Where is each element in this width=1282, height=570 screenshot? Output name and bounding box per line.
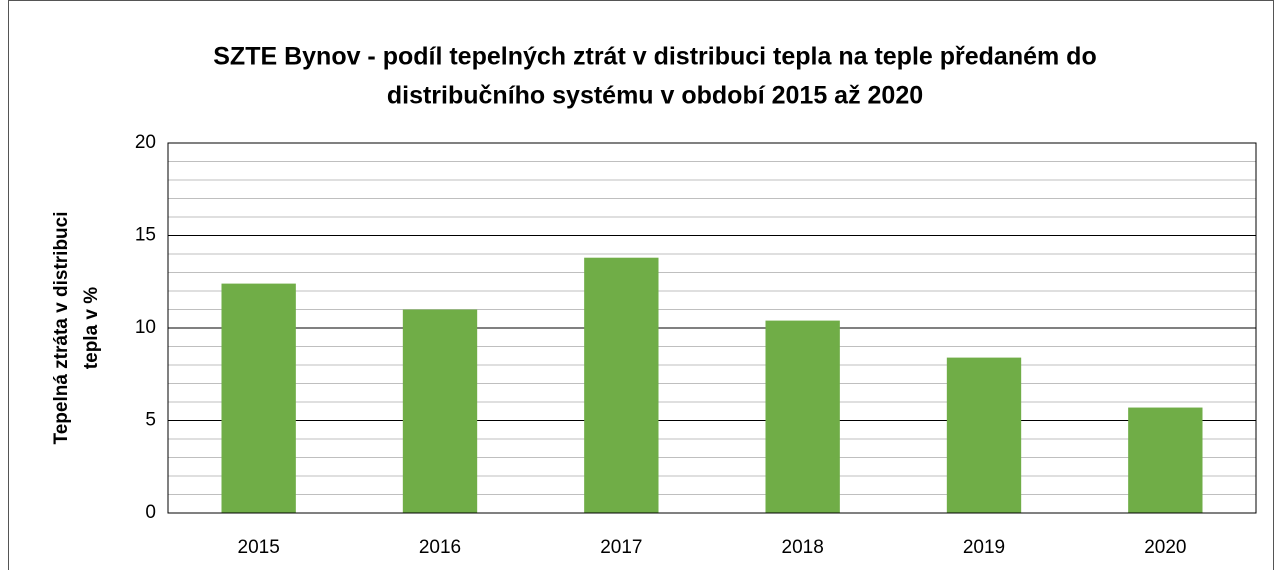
- bar: [402, 309, 478, 513]
- x-tick-label: 2020: [1144, 537, 1186, 558]
- chart-title: SZTE Bynov - podíl tepelných ztrát v dis…: [213, 43, 1096, 71]
- y-tick-label: 0: [145, 502, 156, 523]
- x-tick-label: 2016: [419, 537, 461, 558]
- x-tick-label: 2018: [782, 537, 824, 558]
- bar: [946, 357, 1022, 513]
- y-tick-label: 10: [135, 317, 156, 338]
- chart-title: distribučního systému v období 2015 až 2…: [387, 82, 923, 110]
- x-tick-label: 2015: [238, 537, 280, 558]
- y-tick-label: 20: [135, 132, 156, 153]
- x-tick-label: 2017: [600, 537, 642, 558]
- y-tick-label: 5: [145, 410, 156, 431]
- bar: [1128, 407, 1203, 513]
- x-tick-label: 2019: [963, 537, 1005, 558]
- bar: [765, 320, 840, 513]
- y-axis-label: Tepelná ztráta v distribuci: [51, 212, 72, 445]
- bar: [221, 283, 296, 513]
- plot-frame: [167, 142, 1257, 514]
- y-tick-label: 15: [135, 225, 156, 246]
- bar: [584, 257, 659, 513]
- y-axis-label: tepla v %: [81, 287, 102, 369]
